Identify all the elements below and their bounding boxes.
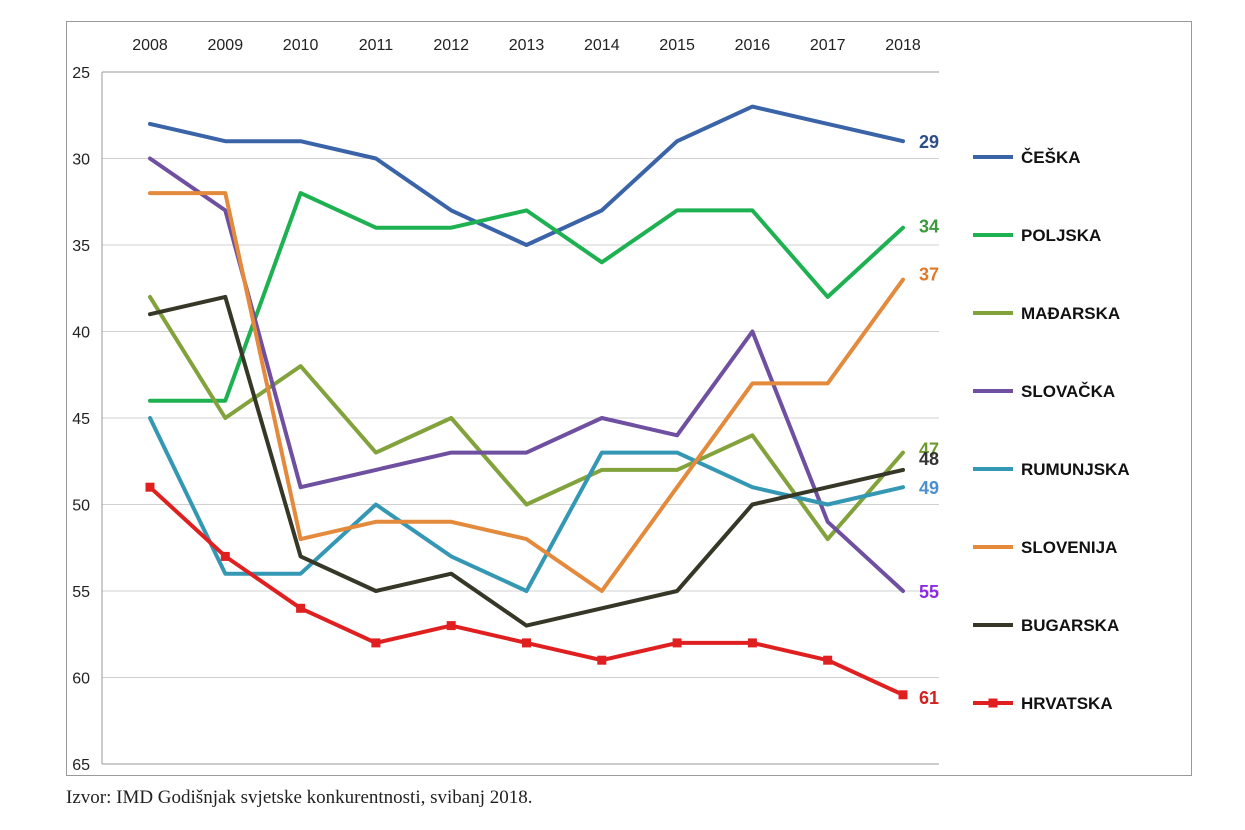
series-marker: [898, 690, 908, 700]
series-marker: [522, 638, 531, 648]
series-line-slovačka: [148, 156, 905, 593]
y-tick-label: 25: [72, 65, 90, 82]
series-marker: [672, 638, 682, 648]
x-tick-label: 2011: [359, 37, 394, 54]
x-tick-label: 2016: [735, 37, 771, 54]
series-marker: [145, 482, 155, 492]
end-value-label: 34: [919, 217, 939, 237]
x-tick-label: 2014: [584, 37, 620, 54]
series-marker: [371, 638, 381, 648]
end-value-label: 61: [919, 688, 939, 708]
x-tick-label: 2009: [208, 37, 244, 54]
y-tick-label: 55: [72, 584, 90, 601]
y-tick-label: 40: [72, 325, 90, 342]
legend-marker: [988, 698, 998, 708]
end-value-label: 47: [919, 440, 939, 460]
x-tick-label: 2015: [659, 37, 695, 54]
legend-label: SLOVENIJA: [1021, 538, 1117, 557]
end-value-label: 37: [919, 265, 939, 285]
end-value-label: 48: [919, 449, 939, 469]
series-line-rumunjska: [148, 416, 905, 593]
end-value-label: 29: [919, 132, 939, 152]
series-line-bugarska: [148, 294, 905, 628]
series-line-mađarska: [148, 294, 905, 542]
legend-label: RUMUNJSKA: [1021, 460, 1130, 479]
series-marker: [597, 655, 607, 665]
end-value-label: 55: [919, 582, 939, 602]
line-chart: 25 30 35 40 45 50 55 60 65 2008 2009 2010 2011 2012 20…: [72, 37, 1130, 774]
x-tick-label: 2013: [509, 37, 545, 54]
series-line-poljska: [148, 191, 905, 403]
series-marker: [296, 603, 306, 613]
series-marker: [747, 638, 757, 648]
y-tick-label: 50: [72, 498, 90, 515]
legend-label: BUGARSKA: [1021, 616, 1119, 635]
series-line-češka: [148, 104, 905, 247]
x-tick-label: 2018: [885, 37, 921, 54]
y-tick-label: 60: [72, 671, 90, 688]
y-tick-label: 30: [72, 152, 90, 169]
series-marker: [823, 655, 833, 665]
end-value-label: 49: [919, 478, 939, 498]
legend-label: ČEŠKA: [1021, 148, 1081, 167]
x-tick-label: 2017: [810, 37, 846, 54]
legend-label: POLJSKA: [1021, 226, 1101, 245]
x-tick-label: 2010: [283, 37, 319, 54]
legend-label: MAĐARSKA: [1021, 304, 1120, 323]
legend-label: HRVATSKA: [1021, 694, 1113, 713]
x-tick-label: 2008: [132, 37, 168, 54]
y-tick-label: 35: [72, 238, 90, 255]
chart-frame: 25 30 35 40 45 50 55 60 65 2008 2009 2010 2011 2012 20…: [66, 21, 1192, 776]
x-tick-label: 2012: [433, 37, 469, 54]
legend-label: SLOVAČKA: [1021, 382, 1115, 401]
y-tick-label: 65: [72, 757, 90, 774]
series-marker: [220, 551, 230, 561]
series-line-slovenija: [148, 191, 905, 593]
series-marker: [446, 621, 456, 631]
source-note: Izvor: IMD Godišnjak svjetske konkurentn…: [66, 787, 533, 808]
y-tick-label: 45: [72, 411, 90, 428]
